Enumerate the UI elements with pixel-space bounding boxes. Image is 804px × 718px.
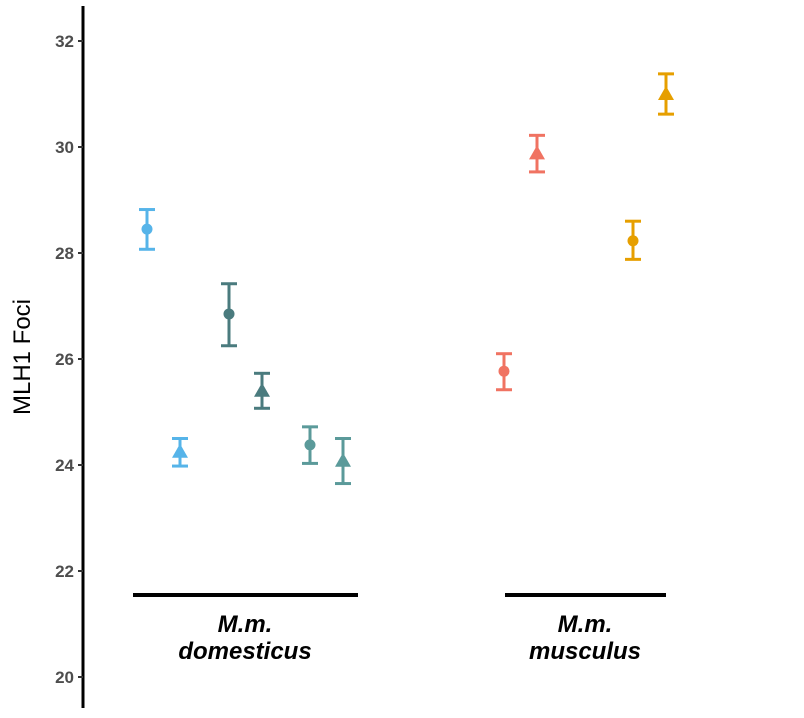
data-marks — [139, 72, 674, 486]
group-label-musculus-line1: M.m. — [558, 611, 613, 638]
point-marker-circle — [627, 235, 639, 247]
point-marker-triangle — [172, 443, 188, 458]
data-point — [254, 371, 270, 410]
group-label-domesticus-line2: domesticus — [178, 638, 311, 665]
point-marker-triangle — [658, 86, 674, 100]
data-point — [335, 437, 351, 486]
group-label-domesticus-line1: M.m. — [218, 611, 273, 638]
y-axis-title: MLH1 Foci — [9, 299, 36, 415]
data-point — [139, 208, 155, 251]
y-tick-label: 32 — [55, 32, 74, 51]
point-marker-circle — [304, 439, 316, 451]
point-marker-circle — [141, 223, 153, 235]
y-axis-ticks: 20 22 24 26 28 30 32 — [55, 32, 83, 687]
data-point — [302, 425, 318, 465]
data-point — [172, 437, 188, 468]
data-point — [658, 72, 674, 116]
data-point — [496, 352, 512, 392]
group-label-musculus-line2: musculus — [529, 638, 641, 665]
data-point — [625, 219, 641, 261]
point-marker-circle — [223, 308, 235, 320]
data-point — [529, 133, 545, 174]
y-tick-label: 26 — [55, 350, 74, 369]
point-marker-triangle — [254, 382, 270, 397]
y-tick-label: 28 — [55, 244, 74, 263]
data-point — [221, 282, 237, 348]
y-tick-label: 24 — [55, 456, 74, 475]
point-marker-triangle — [529, 145, 545, 160]
point-marker-circle — [498, 365, 510, 377]
y-tick-label: 22 — [55, 562, 74, 581]
y-tick-label: 30 — [55, 138, 74, 157]
y-tick-label: 20 — [55, 668, 74, 687]
point-marker-triangle — [335, 452, 351, 467]
